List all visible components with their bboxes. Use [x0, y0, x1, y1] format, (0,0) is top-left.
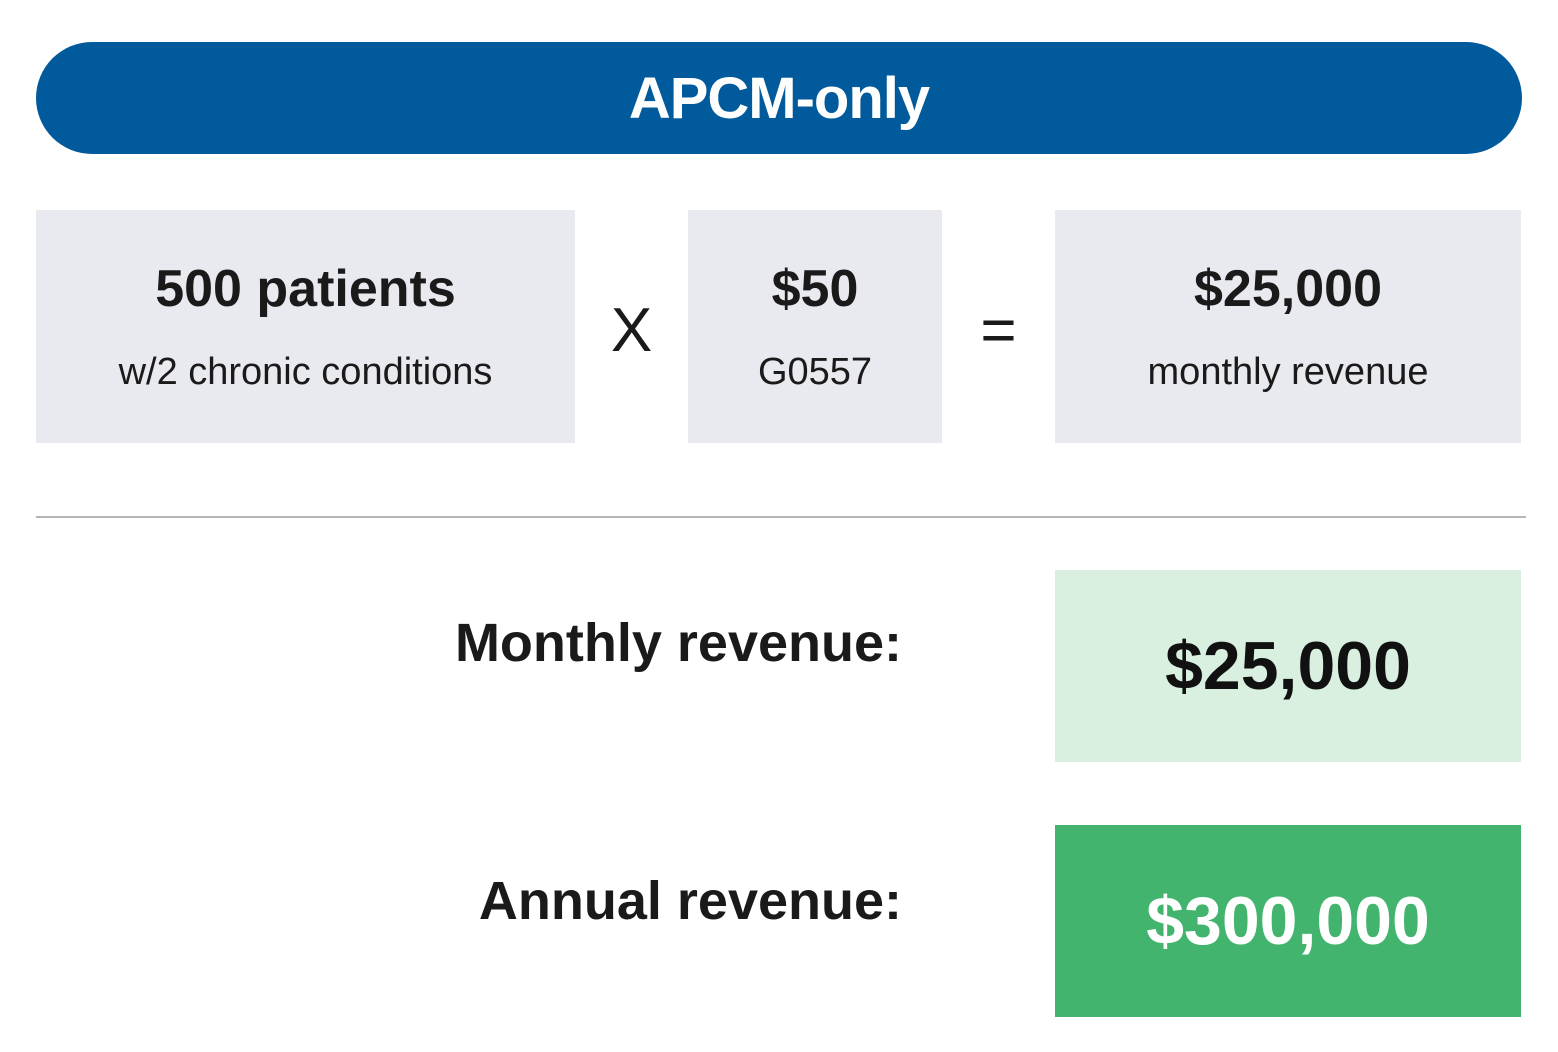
- patients-count: 500 patients: [155, 259, 456, 318]
- monthly-revenue-label: Monthly revenue:: [454, 613, 902, 673]
- monthly-revenue-value: $25,000: [1055, 570, 1521, 762]
- page-title: APCM-only: [628, 65, 930, 131]
- result-box: $25,000 monthly revenue: [1055, 210, 1521, 443]
- divider: [36, 516, 1526, 518]
- result-amount: $25,000: [1194, 259, 1382, 318]
- annual-revenue-value: $300,000: [1055, 825, 1521, 1017]
- rate-amount: $50: [771, 259, 859, 318]
- patients-description: w/2 chronic conditions: [118, 350, 493, 393]
- rate-box: $50 G0557: [688, 210, 942, 443]
- multiply-operator: X: [610, 295, 653, 365]
- billing-code: G0557: [757, 350, 873, 393]
- result-description: monthly revenue: [1147, 350, 1429, 393]
- equals-operator: =: [980, 295, 1017, 365]
- patients-box: 500 patients w/2 chronic conditions: [36, 210, 575, 443]
- annual-revenue-label: Annual revenue:: [478, 871, 902, 931]
- header-banner: APCM-only: [36, 42, 1522, 154]
